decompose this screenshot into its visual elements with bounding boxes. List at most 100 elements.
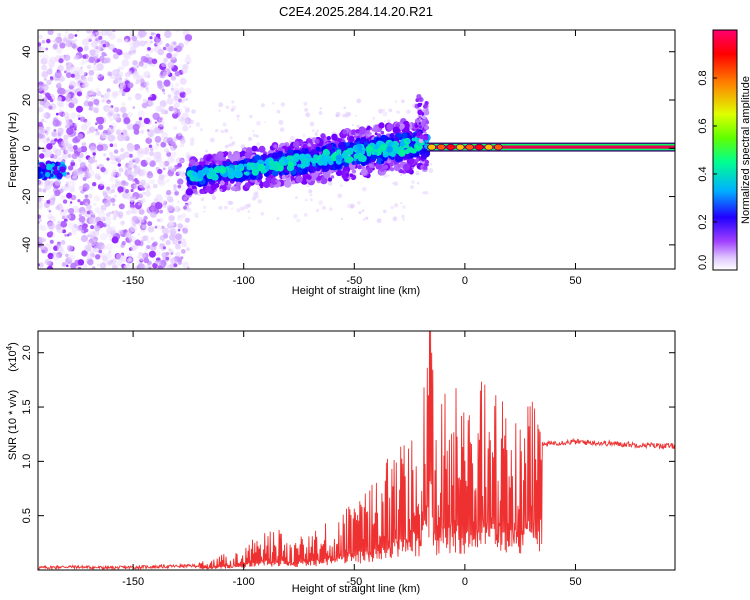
noise-point [88, 38, 92, 42]
noise-point [163, 92, 166, 95]
noise-point [137, 110, 145, 118]
trace-point [192, 188, 198, 193]
noise-point [163, 200, 168, 205]
trace-point [310, 175, 317, 182]
trace-point [189, 159, 196, 166]
noise-point [429, 163, 433, 166]
noise-point [194, 212, 199, 218]
noise-point [132, 49, 137, 54]
noise-point [72, 137, 78, 144]
noise-point [228, 200, 234, 206]
noise-point [173, 187, 177, 191]
trace-point [331, 133, 338, 140]
noise-point [117, 37, 122, 43]
trace-point [214, 183, 220, 188]
noise-point [150, 206, 156, 212]
noise-point [117, 172, 121, 177]
noise-point [71, 97, 79, 105]
noise-point [88, 56, 95, 64]
noise-point [76, 225, 83, 232]
noise-point [66, 172, 70, 175]
noise-point [130, 188, 134, 193]
noise-point [165, 239, 171, 246]
noise-point [118, 167, 124, 173]
noise-point [86, 210, 91, 215]
trace-point [422, 148, 427, 154]
noise-point [357, 201, 361, 205]
noise-point [64, 148, 72, 155]
noise-point [68, 180, 76, 188]
noise-point [38, 137, 42, 143]
noise-point [97, 124, 104, 130]
noise-point [218, 205, 223, 210]
trace-point [424, 131, 427, 134]
trace-point [291, 180, 296, 185]
trace-point [418, 116, 421, 119]
noise-point [89, 167, 92, 170]
noise-point [68, 203, 72, 207]
noise-point [157, 168, 163, 175]
noise-point [106, 99, 111, 105]
trace-point [200, 190, 205, 195]
noise-point [177, 214, 184, 221]
colorbar-label: Normalized spectral amplitude [740, 76, 750, 224]
noise-point [220, 129, 224, 134]
noise-point [99, 252, 105, 258]
noise-point [79, 186, 83, 190]
noise-point [401, 99, 405, 104]
noise-point [77, 199, 81, 203]
trace-point [323, 171, 331, 179]
noise-point [177, 223, 183, 229]
trace-point [191, 186, 196, 190]
trace-point [292, 161, 297, 167]
noise-point [157, 265, 163, 269]
noise-point [253, 134, 256, 137]
trace-point [315, 167, 320, 172]
noise-point [69, 119, 73, 123]
trace-point [192, 165, 198, 172]
snr-x-tick-label: 0 [462, 576, 468, 588]
noise-point [78, 186, 83, 192]
noise-point [160, 259, 167, 266]
noise-point [104, 199, 111, 207]
noise-point [85, 204, 92, 211]
noise-point [63, 34, 69, 40]
trace-point [418, 138, 424, 143]
trace-point [234, 170, 242, 178]
noise-point [81, 82, 88, 89]
trace-point [232, 153, 241, 162]
trace-point [261, 168, 267, 174]
noise-point [318, 111, 323, 115]
noise-point [177, 200, 180, 204]
trace-point [355, 129, 360, 134]
noise-point [137, 255, 141, 259]
noise-point [78, 171, 86, 179]
noise-point [406, 109, 411, 114]
noise-point [80, 211, 85, 215]
noise-point [124, 191, 132, 199]
trace-point [399, 125, 404, 130]
trace-point [219, 188, 223, 192]
noise-point [138, 251, 143, 256]
trace-point [386, 123, 394, 131]
noise-point [40, 46, 46, 52]
noise-point [173, 101, 181, 108]
noise-point [255, 134, 259, 138]
noise-point [101, 244, 108, 251]
noise-point [328, 207, 333, 212]
noise-point [424, 190, 429, 195]
snr-x-ticks: -150 -100 -50 0 50 [122, 331, 582, 588]
noise-point [156, 33, 161, 38]
noise-point [346, 112, 352, 117]
noise-point [60, 220, 68, 228]
noise-point [112, 210, 120, 218]
trace-point [423, 135, 429, 141]
trace-point [251, 168, 259, 176]
noise-point [229, 136, 233, 140]
noise-point [112, 264, 118, 269]
noise-point [95, 38, 99, 42]
noise-point [157, 177, 165, 185]
trace-point [288, 155, 295, 162]
noise-point [103, 104, 111, 112]
noise-point [88, 90, 93, 96]
